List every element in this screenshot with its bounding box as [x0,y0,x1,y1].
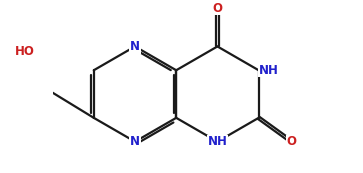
Text: NH: NH [208,135,227,148]
Text: NH: NH [259,64,278,77]
Text: O: O [287,135,297,148]
Text: N: N [130,135,140,148]
Text: O: O [212,2,223,15]
Text: N: N [130,40,140,53]
Text: HO: HO [15,45,34,58]
